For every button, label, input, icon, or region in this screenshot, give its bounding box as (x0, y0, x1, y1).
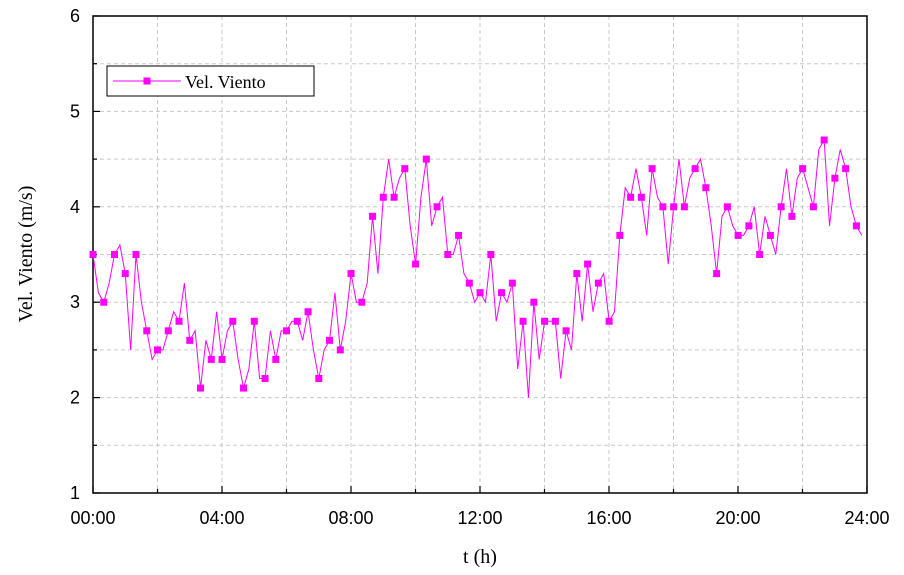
data-point (240, 384, 248, 392)
data-point (713, 270, 721, 278)
data-point (143, 327, 151, 335)
legend-label: Vel. Viento (185, 72, 266, 92)
x-tick-label: 04:00 (199, 508, 244, 528)
data-point (831, 174, 839, 182)
grid (93, 16, 867, 493)
data-point (530, 298, 538, 306)
data-point (390, 193, 398, 201)
data-point (412, 260, 420, 268)
data-point (369, 212, 377, 220)
data-point (541, 317, 549, 325)
data-point (476, 289, 484, 297)
data-point (659, 203, 667, 211)
y-tick-label: 1 (70, 483, 80, 503)
legend: Vel. Viento (106, 65, 315, 97)
data-point (551, 317, 559, 325)
data-point (132, 251, 140, 258)
data-point (261, 375, 269, 383)
data-point (605, 317, 613, 325)
data-point (283, 327, 291, 335)
data-point (175, 317, 183, 325)
data-point (809, 203, 817, 211)
x-tick-label: 20:00 (715, 508, 760, 528)
axis-ticks: 00:00 04:00 08:00 12:00 16:00 20:00 24:00 1 2 3 4 5… (70, 6, 890, 528)
x-tick-label: 08:00 (328, 508, 373, 528)
data-point (777, 203, 785, 211)
data-point (734, 231, 742, 239)
y-tick-label: 5 (70, 101, 80, 121)
data-point (186, 336, 194, 344)
data-point (788, 212, 796, 220)
data-point (723, 203, 731, 211)
data-point (433, 203, 441, 211)
data-point (637, 193, 645, 201)
data-point (465, 279, 473, 287)
data-point (229, 317, 237, 325)
data-point (111, 251, 119, 258)
data-point (702, 184, 710, 192)
data-point (670, 203, 678, 211)
y-axis-title: Vel. Viento (m/s) (15, 186, 37, 323)
data-point (648, 165, 656, 173)
data-point (100, 298, 108, 306)
data-point (315, 375, 323, 383)
x-tick-label: 24:00 (844, 508, 889, 528)
data-point (519, 317, 527, 325)
data-point (691, 165, 699, 173)
data-point (293, 317, 301, 325)
data-point (455, 231, 463, 239)
data-point (508, 279, 516, 287)
data-point (336, 346, 344, 354)
data-point (358, 298, 366, 306)
x-axis-title: t (h) (463, 546, 497, 568)
data-point (627, 193, 635, 201)
data-point (154, 346, 162, 354)
data-point (401, 165, 409, 173)
y-tick-label: 6 (70, 6, 80, 26)
data-point (573, 270, 581, 278)
data-point (562, 327, 570, 335)
data-point (347, 270, 355, 278)
data-point (842, 165, 850, 173)
data-point (250, 317, 258, 325)
data-point (164, 327, 172, 335)
data-point (820, 136, 828, 144)
data-point (498, 289, 506, 297)
legend-marker (143, 77, 151, 85)
data-point (422, 155, 430, 163)
data-point (304, 308, 312, 316)
data-point (207, 355, 215, 363)
y-tick-label: 3 (70, 292, 80, 312)
data-point (326, 336, 334, 344)
data-point (852, 222, 860, 230)
data-point (487, 251, 495, 258)
series-line (92, 138, 863, 398)
x-tick-label: 00:00 (70, 508, 115, 528)
data-point (680, 203, 688, 211)
data-point (379, 193, 387, 201)
x-tick-label: 12:00 (457, 508, 502, 528)
data-point (444, 251, 452, 258)
data-point (766, 231, 774, 239)
y-tick-label: 4 (70, 197, 80, 217)
series-layer (89, 136, 863, 398)
data-point (756, 251, 764, 258)
data-point (616, 231, 624, 239)
data-point (89, 251, 97, 258)
data-point (745, 222, 753, 230)
y-tick-label: 2 (70, 388, 80, 408)
x-tick-label: 16:00 (586, 508, 631, 528)
data-point (584, 260, 592, 268)
data-point (218, 355, 226, 363)
data-point (121, 270, 129, 278)
data-point (272, 355, 280, 363)
data-point (594, 279, 602, 287)
data-point (799, 165, 807, 173)
data-point (197, 384, 205, 392)
